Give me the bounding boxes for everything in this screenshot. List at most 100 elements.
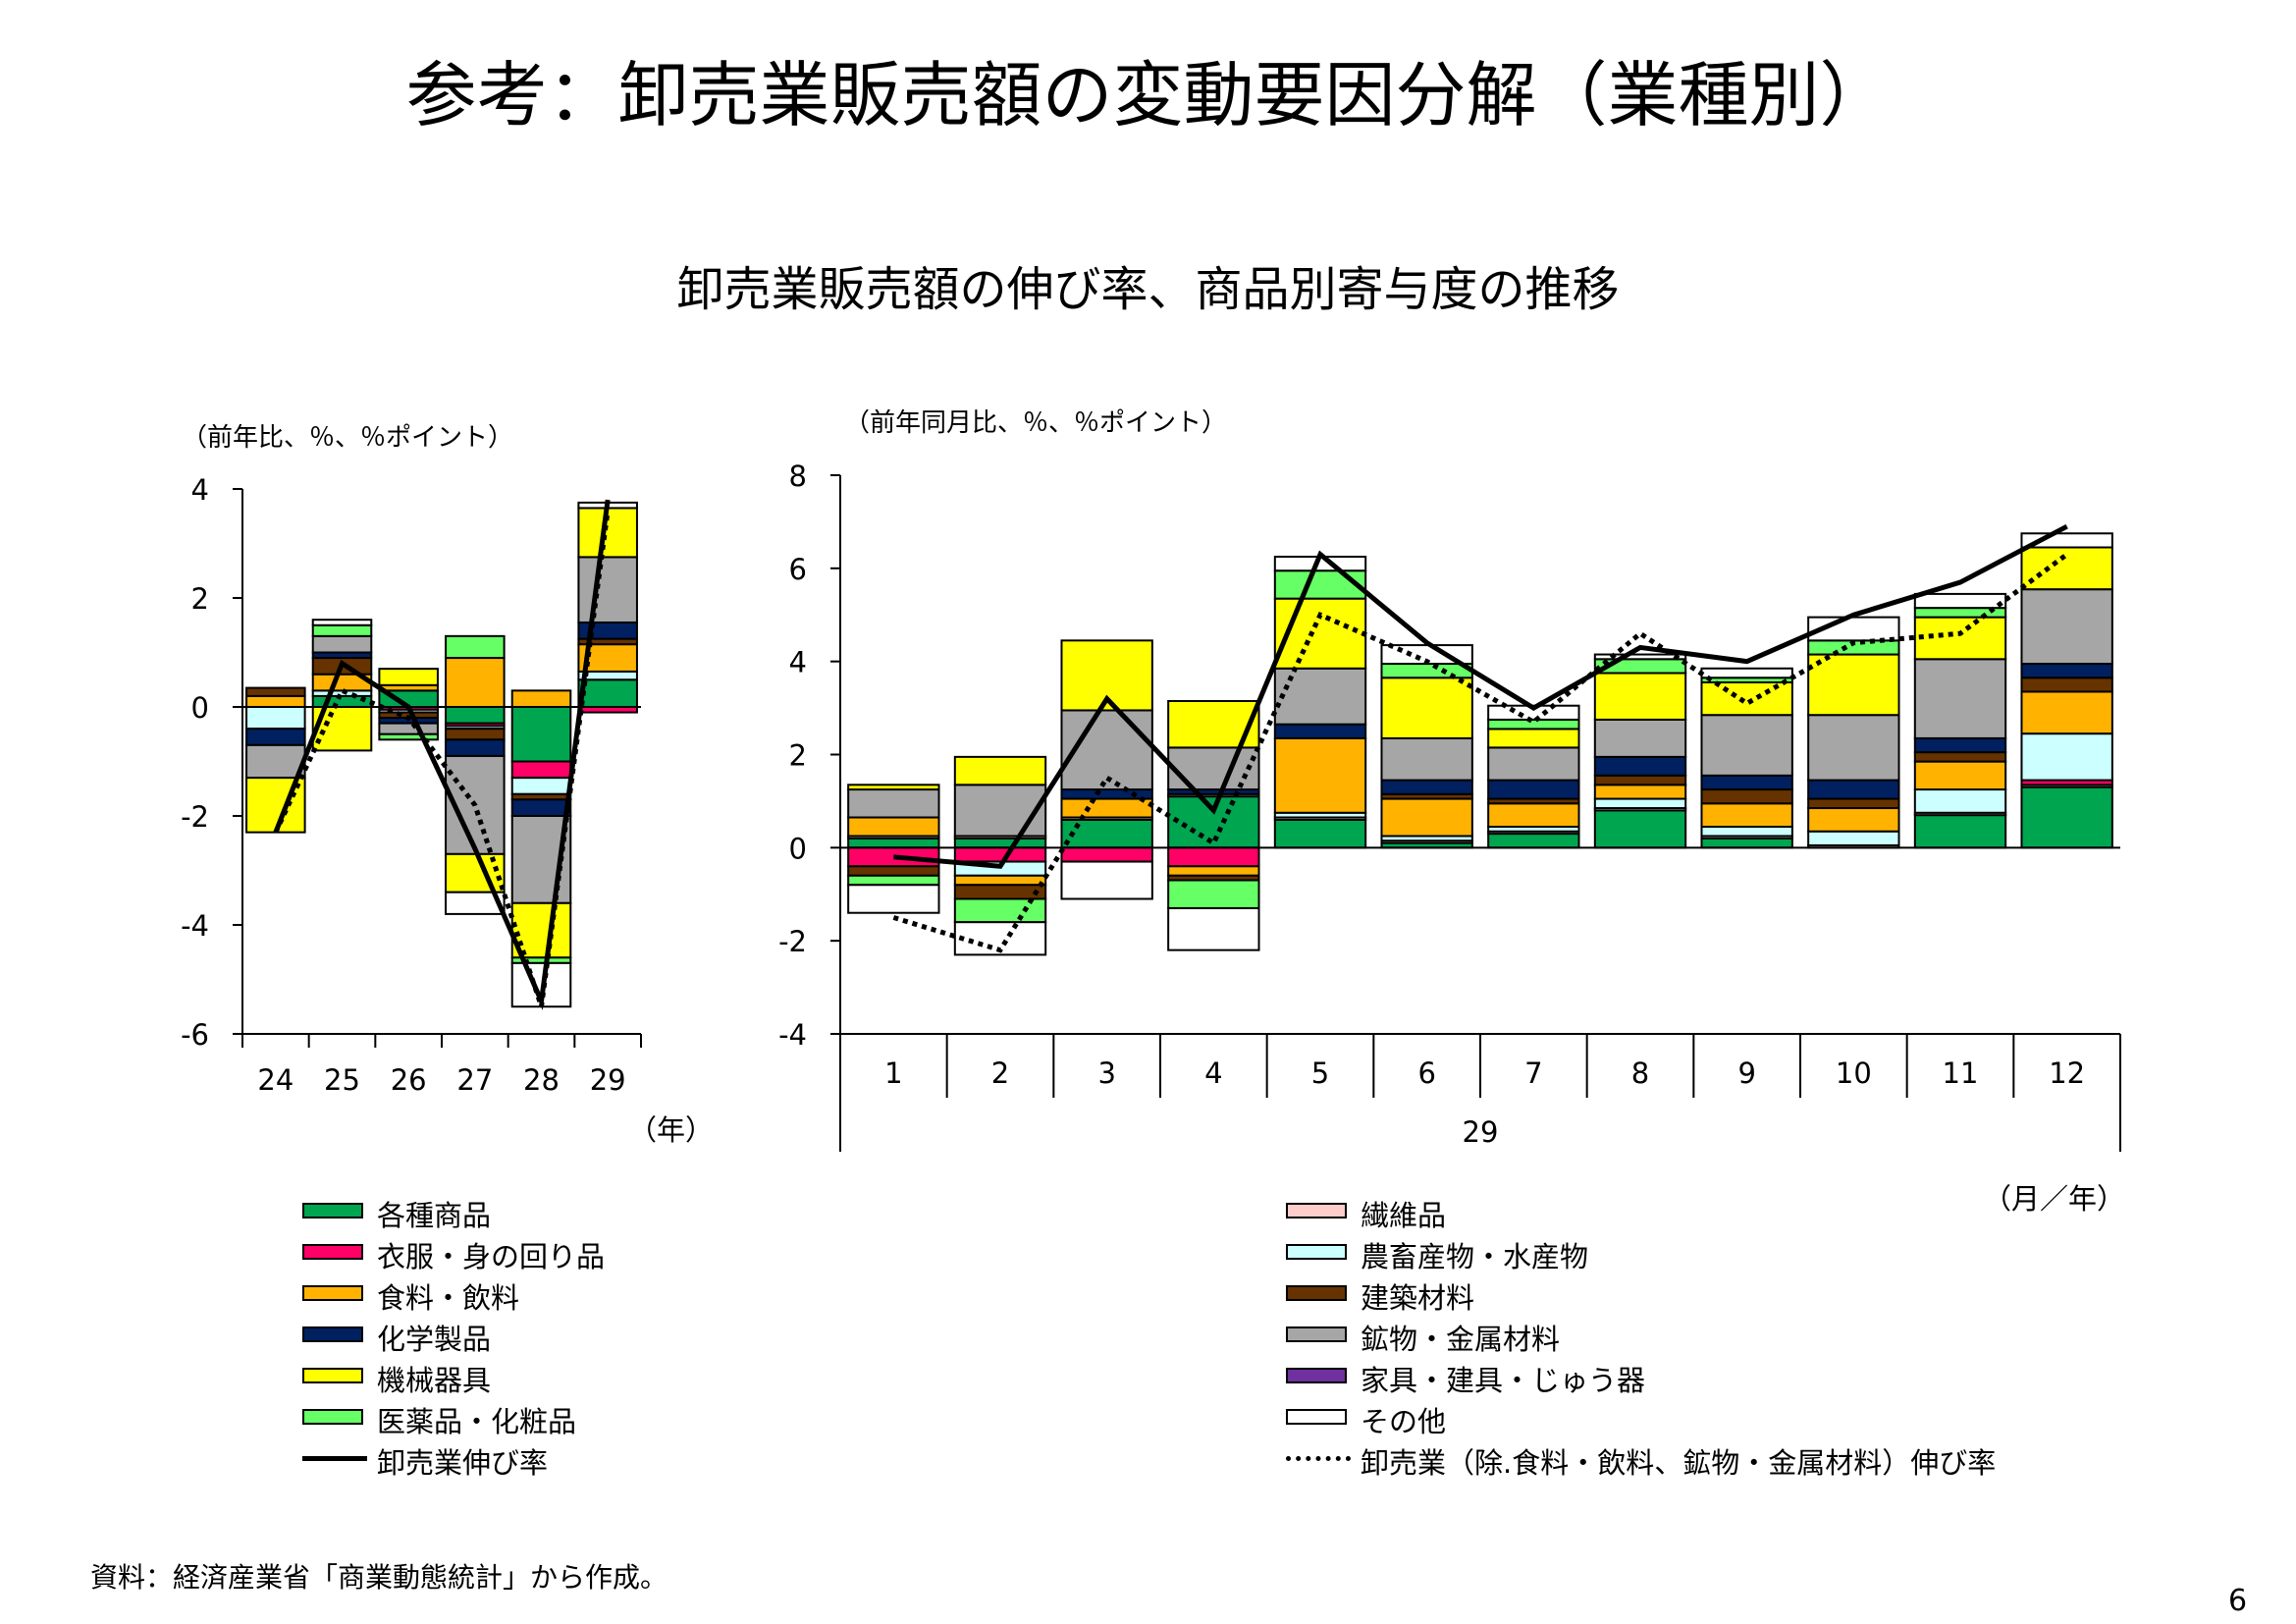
right-bar-segment [1807, 779, 1900, 800]
right-bar-segment [1593, 718, 1687, 758]
right-year-label: 29 [1463, 1115, 1499, 1149]
right-bar-segment [1593, 653, 1687, 661]
right-x-tick-label: 1 [884, 1056, 902, 1090]
right-bar-segment [1167, 906, 1260, 951]
right-bar-segment [847, 816, 940, 838]
right-bar-segment [1380, 663, 1473, 679]
right-bar-segment [1060, 797, 1153, 819]
right-bar-segment [1700, 714, 1793, 777]
left-bar-segment [378, 732, 439, 741]
right-bar-segment [1593, 774, 1687, 786]
left-bar-segment [577, 556, 638, 623]
right-bar-segment [1807, 653, 1900, 717]
source-note: 資料：経済産業省「商業動態統計」から作成。 [90, 1561, 668, 1594]
left-bar-segment [445, 634, 506, 660]
right-bar-segment [953, 884, 1047, 900]
right-bar-segment [1913, 592, 2007, 610]
right-bar-segment [2020, 677, 2113, 693]
right-bar-segment [953, 755, 1047, 786]
right-bar-segment [847, 837, 940, 849]
legend-label: 建築材料 [1361, 1281, 1475, 1315]
right-bar-segment [1593, 755, 1687, 777]
right-y-tick-label: -4 [778, 1018, 807, 1052]
legend-label: 家具・建具・じゅう器 [1361, 1364, 1646, 1397]
right-x-tick-label: 6 [1417, 1056, 1435, 1090]
left-y-tick-label: -2 [181, 800, 209, 834]
left-x-tick-label: 28 [523, 1063, 560, 1097]
right-bar-segment [1913, 658, 2007, 739]
right-bar-segment [1807, 807, 1900, 833]
right-bar-segment [1167, 846, 1260, 868]
right-bar-segment [1913, 760, 2007, 791]
right-bar-segment [1487, 746, 1580, 782]
right-x-tick-label: 7 [1524, 1056, 1542, 1090]
left-bar-segment [445, 728, 506, 741]
right-bar-segment [2020, 732, 2113, 782]
right-bar-segment [1593, 809, 1687, 849]
left-bar-segment [445, 657, 506, 708]
left-dotted-growth-line [273, 510, 611, 1008]
right-chart-unit: （前年同月比、％、％ポイント） [844, 408, 1228, 438]
right-bar-segment [847, 874, 940, 887]
left-bar-segment [245, 743, 306, 780]
legend-swatch [302, 1244, 363, 1260]
legend-swatch [302, 1326, 363, 1342]
right-bar-segment [1700, 825, 1793, 838]
right-bar-segment [1700, 667, 1793, 679]
left-bar-segment [245, 777, 306, 834]
right-bar-segment [2020, 663, 2113, 679]
right-bar-segment [1487, 802, 1580, 828]
right-x-tick-label: 4 [1204, 1056, 1222, 1090]
right-y-tick-label: -2 [778, 925, 807, 958]
legend-swatch [302, 1368, 363, 1383]
right-bar-segment [1913, 616, 2007, 661]
legend-label: 食料・飲料 [377, 1281, 520, 1315]
right-bar-segment [1700, 788, 1793, 805]
right-bar-segment [1380, 736, 1473, 782]
right-bar-segment [1593, 797, 1687, 810]
right-bar-segment [1807, 797, 1900, 810]
left-bar-segment [445, 706, 506, 725]
right-y-tick-label: 0 [789, 832, 807, 865]
right-bar-segment [1380, 797, 1473, 838]
right-bar-segment [2020, 588, 2113, 666]
right-bar-segment [1380, 779, 1473, 795]
right-bar-segment [953, 837, 1047, 849]
left-y-tick-label: 4 [191, 473, 209, 507]
left-chart-xunit: （年） [628, 1113, 715, 1147]
right-bar-segment [1807, 714, 1900, 782]
right-bar-segment [1913, 788, 2007, 814]
legend-swatch [302, 1203, 363, 1218]
right-y-tick-label: 4 [789, 646, 807, 679]
right-bar-segment [1167, 746, 1260, 791]
right-bar-segment [1273, 569, 1367, 600]
left-bar-segment [245, 686, 306, 697]
right-x-tick-label: 2 [991, 1056, 1009, 1090]
left-bar-segment [311, 623, 373, 637]
left-x-tick-label: 26 [391, 1063, 427, 1097]
slide-title: 参考：卸売業販売額の変動要因分解（業種別） [405, 54, 1891, 136]
legend-swatch [1286, 1244, 1347, 1260]
legend-label: 機械器具 [377, 1364, 492, 1397]
right-x-tick-label: 8 [1631, 1056, 1649, 1090]
right-bar-segment [847, 884, 940, 914]
legend-swatch [302, 1285, 363, 1301]
right-bar-segment [2020, 690, 2113, 735]
right-bar-segment [1060, 860, 1153, 900]
right-bar-segment [1167, 879, 1260, 909]
left-y-tick-label: -6 [181, 1018, 209, 1052]
right-bar-segment [1487, 779, 1580, 800]
right-bar-segment [1380, 677, 1473, 739]
right-bar-segment [1593, 672, 1687, 721]
legend-label: 衣服・身の回り品 [377, 1240, 606, 1273]
right-bar-segment [1487, 718, 1580, 731]
right-bar-segment [1807, 830, 1900, 846]
left-chart-unit: （前年比、％、％ポイント） [182, 423, 514, 453]
right-bar-segment [847, 784, 940, 791]
left-bar-segment [311, 634, 373, 654]
right-chart-xunit: （月／年） [1983, 1182, 2126, 1216]
legend-label: 繊維品 [1361, 1199, 1447, 1232]
left-y-tick-label: 2 [191, 582, 209, 616]
right-x-tick-label: 9 [1737, 1056, 1755, 1090]
